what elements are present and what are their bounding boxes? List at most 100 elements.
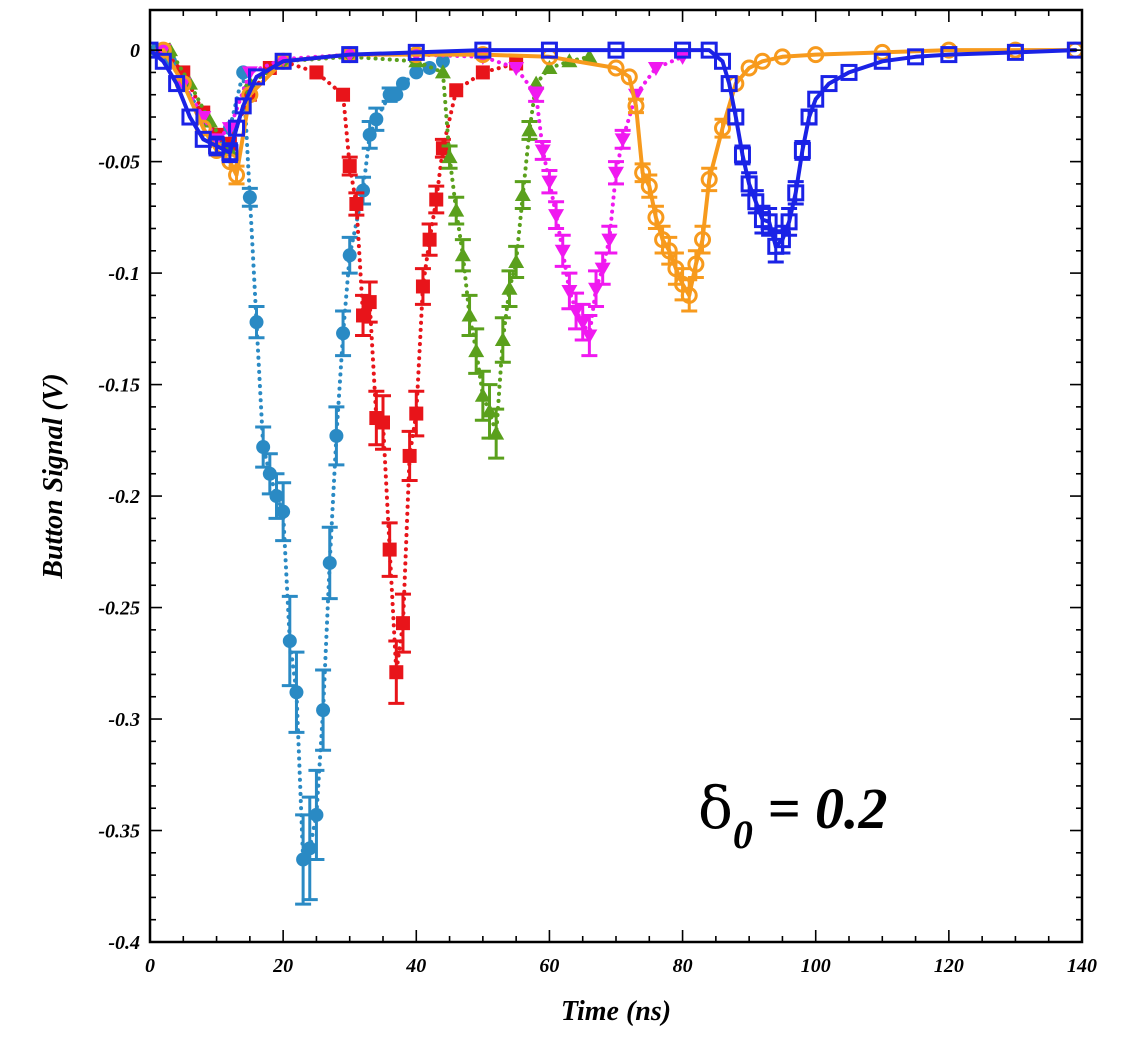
data-point [249, 315, 264, 330]
data-point [807, 46, 825, 64]
data-point [740, 59, 758, 77]
data-point [554, 244, 571, 259]
data-point [548, 209, 565, 224]
x-tick-label: 0 [145, 955, 155, 977]
data-point [714, 52, 732, 70]
data-point [289, 685, 304, 700]
data-point [302, 841, 317, 856]
data-point [528, 75, 545, 90]
data-point [820, 75, 838, 93]
series-line [154, 48, 445, 862]
data-point [474, 387, 491, 402]
data-point [248, 68, 266, 86]
data-point [733, 146, 751, 164]
y-tick-label: -0.1 [108, 263, 140, 285]
data-point [760, 213, 778, 231]
data-point [700, 41, 718, 59]
data-point [508, 61, 525, 76]
data-point [336, 87, 351, 102]
axis-ticks [149, 10, 1083, 943]
data-point [1066, 41, 1082, 59]
data-point [234, 97, 252, 115]
data-point [907, 48, 925, 66]
data-point [521, 122, 538, 137]
data-point [660, 242, 678, 260]
series-5 [154, 41, 1082, 313]
data-point [356, 183, 371, 198]
data-point [607, 41, 625, 59]
y-axis-title: Button Signal (V) [38, 373, 69, 579]
data-point [407, 43, 425, 61]
x-tick-label: 80 [673, 955, 693, 977]
data-point [422, 232, 437, 247]
data-point [647, 61, 664, 76]
data-point [336, 326, 351, 341]
data-point [694, 231, 712, 249]
data-point [454, 247, 471, 262]
data-point [309, 807, 324, 822]
data-point [349, 196, 364, 211]
plot-frame [148, 8, 1084, 944]
data-point [514, 187, 531, 202]
data-point [256, 440, 271, 455]
y-tick-label: -0.35 [98, 821, 140, 843]
data-point [316, 703, 331, 718]
data-point [274, 52, 292, 70]
data-point [181, 108, 199, 126]
data-point [720, 75, 738, 93]
data-point [282, 633, 297, 648]
y-tick-label: -0.3 [108, 709, 140, 731]
data-point [674, 41, 692, 59]
data-point [402, 448, 417, 463]
axis-tick-labels: 0 20 40 60 80 100 120 140 0 -0.05 -0.1 -0.15 -0.2 -0.… [98, 40, 1097, 977]
data-point [647, 208, 665, 226]
data-point [441, 149, 458, 164]
data-point [341, 46, 359, 64]
data-point [415, 279, 430, 294]
delta-annotation: δ0 = 0.2 [698, 774, 887, 857]
data-point [700, 170, 718, 188]
x-tick-label: 120 [934, 955, 964, 977]
data-point [714, 119, 732, 137]
data-point [389, 665, 404, 680]
series-line [150, 48, 1078, 249]
data-point [780, 213, 798, 231]
data-point [528, 88, 545, 103]
data-point [329, 428, 344, 443]
data-point [362, 295, 377, 310]
series-1 [150, 43, 450, 906]
data-point [475, 65, 490, 80]
data-point [581, 329, 598, 344]
data-point [429, 192, 444, 207]
data-point [607, 59, 625, 77]
data-point [773, 231, 791, 249]
data-point [342, 159, 357, 174]
data-point [508, 253, 525, 268]
data-point [747, 193, 765, 211]
x-tick-label: 40 [405, 955, 426, 977]
x-tick-label: 100 [801, 955, 831, 977]
data-point [873, 52, 891, 70]
data-point [640, 177, 658, 195]
y-tick-label: 0 [130, 40, 140, 62]
data-point [793, 141, 811, 159]
data-point [574, 316, 591, 331]
data-point [620, 68, 638, 86]
data-point [594, 262, 611, 277]
x-tick-label: 140 [1067, 955, 1097, 977]
x-axis-title: Time (ns) [561, 996, 671, 1027]
data-point [449, 83, 464, 98]
data-point [608, 166, 624, 181]
data-point [382, 542, 397, 557]
y-tick-label: -0.05 [98, 152, 140, 174]
data-point [1006, 43, 1024, 61]
series-6 [150, 41, 1082, 264]
data-point [534, 144, 551, 159]
data-point [627, 97, 645, 115]
data-point [154, 52, 172, 70]
data-point [369, 112, 384, 127]
series-layer [150, 41, 1082, 906]
data-point [461, 307, 478, 322]
data-point [541, 59, 558, 74]
delta-symbol: δ [698, 774, 733, 842]
